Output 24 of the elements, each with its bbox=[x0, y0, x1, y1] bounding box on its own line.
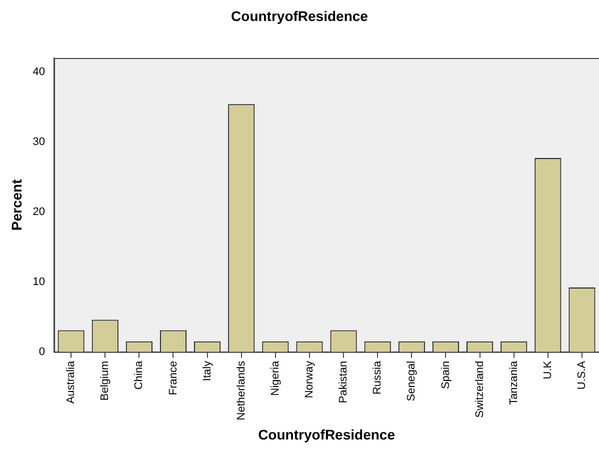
x-tick-label: Russia bbox=[372, 360, 384, 395]
x-tick-label: Italy bbox=[201, 360, 214, 382]
x-tick-label: Norway bbox=[304, 360, 316, 398]
x-tick-label: China bbox=[133, 360, 146, 390]
x-tick-label: U.K bbox=[542, 360, 554, 380]
x-tick-label: France bbox=[167, 360, 180, 396]
x-tick-label: Netherlands bbox=[235, 360, 248, 420]
y-tick-label: 30 bbox=[32, 136, 46, 148]
y-tick-label: 10 bbox=[32, 276, 46, 288]
y-tick-label: 20 bbox=[32, 206, 46, 218]
x-axis-title: CountryofResidence bbox=[258, 426, 396, 442]
x-tick-label: Spain bbox=[440, 360, 452, 390]
x-tick-label: Senegal bbox=[406, 360, 418, 402]
x-tick-label: Nigeria bbox=[269, 360, 282, 396]
x-tick-label: Belgium bbox=[99, 360, 112, 401]
chart-title: CountryofResidence bbox=[230, 8, 369, 26]
x-tick-label: Pakistan bbox=[338, 360, 350, 404]
x-tick-label: Switzerland bbox=[474, 360, 486, 418]
y-axis-title: Percent bbox=[8, 178, 24, 231]
x-tick-label: U.S.A bbox=[576, 360, 588, 390]
y-tick-label: 40 bbox=[32, 66, 46, 78]
x-tick-label: Australia bbox=[65, 360, 78, 404]
y-tick-label: 0 bbox=[38, 346, 46, 358]
x-tick-label: Tanzania bbox=[508, 360, 520, 405]
